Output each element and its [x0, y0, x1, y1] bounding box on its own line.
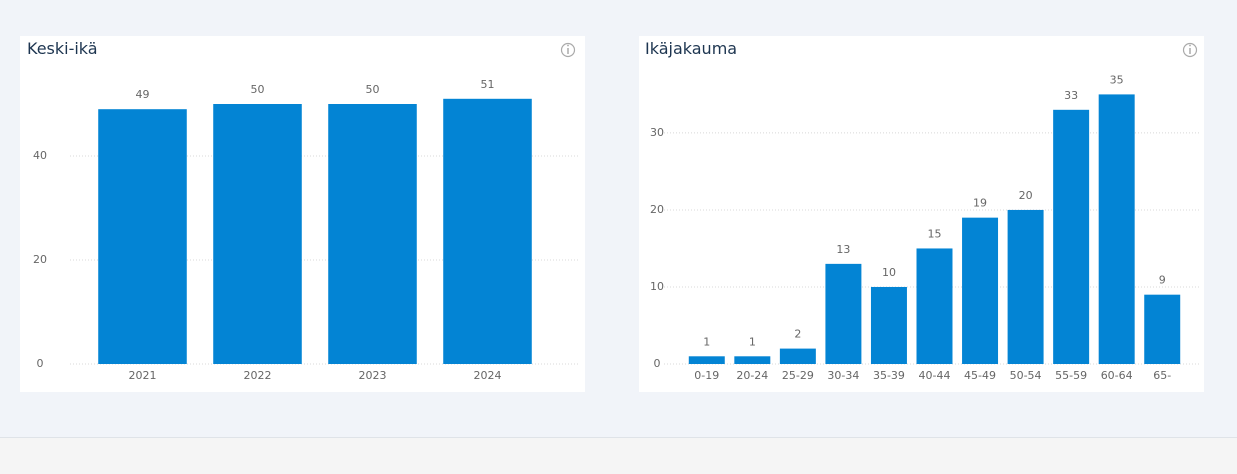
y-tick-label: 30 [650, 126, 664, 139]
x-tick-label: 35-39 [873, 369, 905, 382]
data-label: 51 [481, 78, 495, 91]
x-tick-label: 40-44 [919, 369, 951, 382]
data-label: 20 [1019, 189, 1033, 202]
bar [688, 356, 725, 364]
data-label: 1 [749, 335, 756, 348]
x-tick-label: 2024 [474, 369, 502, 382]
x-tick-label: 30-34 [827, 369, 859, 382]
data-label: 49 [136, 88, 150, 101]
data-label: 13 [836, 243, 850, 256]
y-tick-label: 40 [33, 149, 47, 162]
x-tick-label: 0-19 [694, 369, 719, 382]
x-tick-label: 60-64 [1101, 369, 1133, 382]
y-tick-label: 0 [654, 357, 661, 370]
chart-title: Ikäjakauma [645, 39, 737, 58]
bar [870, 286, 907, 364]
x-tick-label: 65- [1153, 369, 1171, 382]
data-label: 50 [366, 83, 380, 96]
y-tick-label: 0 [37, 357, 44, 370]
data-label: 15 [928, 227, 942, 240]
x-tick-label: 2022 [244, 369, 272, 382]
info-icon[interactable] [1182, 42, 1198, 58]
bar [916, 248, 953, 364]
y-tick-label: 20 [650, 203, 664, 216]
data-label: 1 [703, 335, 710, 348]
data-label: 33 [1064, 89, 1078, 102]
y-tick-label: 20 [33, 253, 47, 266]
bar [328, 104, 417, 364]
x-tick-label: 50-54 [1010, 369, 1042, 382]
x-tick-label: 2023 [359, 369, 387, 382]
data-label: 50 [251, 83, 265, 96]
data-label: 35 [1110, 73, 1124, 86]
bar [1007, 209, 1044, 364]
bar [734, 356, 771, 364]
data-label: 10 [882, 266, 896, 279]
data-label: 19 [973, 197, 987, 210]
x-tick-label: 55-59 [1055, 369, 1087, 382]
bar [1053, 109, 1090, 364]
bar [825, 263, 862, 364]
dashboard: Keski-ikä02040202149202250202350202451Ik… [20, 36, 1204, 392]
x-tick-label: 25-29 [782, 369, 814, 382]
bar [779, 348, 816, 364]
bar [1144, 294, 1181, 364]
chart-title: Keski-ikä [27, 39, 98, 58]
bar [213, 104, 302, 364]
x-tick-label: 2021 [129, 369, 157, 382]
bar [962, 217, 999, 364]
x-tick-label: 20-24 [736, 369, 768, 382]
bar [443, 98, 532, 365]
y-tick-label: 10 [650, 280, 664, 293]
bar [98, 109, 187, 364]
x-tick-label: 45-49 [964, 369, 996, 382]
data-label: 9 [1159, 274, 1166, 287]
footer-band [0, 437, 1237, 474]
bar [1098, 94, 1135, 365]
info-icon[interactable] [560, 42, 576, 58]
data-label: 2 [794, 328, 801, 341]
